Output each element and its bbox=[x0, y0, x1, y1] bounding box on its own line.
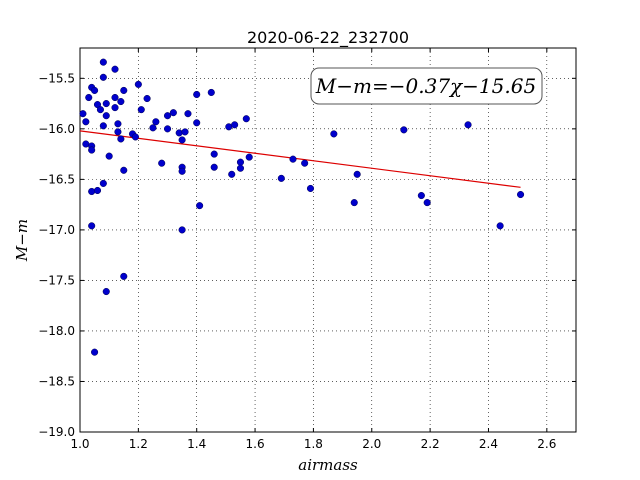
data-point bbox=[236, 158, 245, 166]
data-point bbox=[228, 170, 236, 178]
data-point bbox=[178, 226, 186, 234]
data-point bbox=[517, 190, 525, 199]
data-point bbox=[210, 150, 218, 158]
data-point bbox=[423, 199, 431, 207]
data-point bbox=[330, 130, 338, 138]
data-point bbox=[91, 348, 99, 356]
data-point bbox=[242, 115, 250, 123]
x-tick-label: 2.6 bbox=[537, 437, 556, 451]
data-point bbox=[96, 106, 104, 114]
equation-text: M−m=−0.37χ−15.65 bbox=[315, 74, 536, 98]
data-point bbox=[88, 146, 96, 154]
data-points bbox=[79, 58, 525, 356]
data-point bbox=[105, 152, 113, 160]
data-point bbox=[245, 153, 253, 161]
data-point bbox=[496, 222, 504, 230]
data-point bbox=[231, 121, 239, 129]
data-point bbox=[210, 163, 218, 171]
data-point bbox=[417, 191, 425, 200]
data-point bbox=[289, 155, 297, 163]
data-point bbox=[353, 170, 361, 178]
data-point bbox=[184, 110, 192, 118]
x-tick-label: 2.2 bbox=[421, 437, 440, 451]
data-point bbox=[102, 112, 110, 120]
grid bbox=[79, 48, 576, 433]
data-point bbox=[111, 65, 119, 73]
data-point bbox=[163, 125, 172, 133]
chart-title: 2020-06-22_232700 bbox=[247, 28, 409, 48]
x-tick-label: 1.6 bbox=[246, 437, 265, 451]
data-point bbox=[350, 199, 358, 207]
data-point bbox=[193, 90, 201, 99]
x-tick-label: 2.0 bbox=[362, 437, 381, 451]
data-point bbox=[207, 88, 215, 97]
data-point bbox=[163, 112, 172, 120]
data-point bbox=[88, 187, 96, 196]
data-point bbox=[111, 93, 119, 102]
data-point bbox=[117, 135, 125, 143]
data-point bbox=[400, 126, 408, 134]
data-point bbox=[178, 167, 186, 175]
data-point bbox=[79, 110, 87, 118]
data-point bbox=[196, 202, 204, 210]
data-point bbox=[99, 73, 107, 81]
data-point bbox=[120, 86, 128, 94]
data-point bbox=[82, 118, 90, 126]
data-point bbox=[152, 118, 160, 126]
data-point bbox=[120, 272, 128, 280]
data-point bbox=[137, 106, 145, 114]
fit-line bbox=[79, 130, 521, 188]
data-point bbox=[114, 128, 122, 136]
data-point bbox=[181, 128, 189, 136]
y-tick-label: −19.0 bbox=[38, 425, 75, 439]
equation-box bbox=[310, 67, 543, 105]
data-point bbox=[131, 133, 139, 141]
data-point bbox=[306, 184, 315, 193]
data-point bbox=[85, 93, 93, 102]
data-point bbox=[120, 166, 128, 174]
data-point bbox=[193, 119, 201, 127]
y-tick-label: −18.0 bbox=[38, 324, 75, 338]
plot-frame bbox=[79, 47, 577, 433]
data-point bbox=[175, 129, 183, 137]
data-point bbox=[178, 136, 186, 144]
x-tick-label: 1.4 bbox=[187, 437, 206, 451]
data-point bbox=[102, 100, 110, 108]
y-tick-label: −17.0 bbox=[38, 223, 75, 237]
y-axis-label: M−m bbox=[13, 219, 31, 262]
data-point bbox=[114, 120, 122, 128]
equation-annotation: M−m=−0.37χ−15.65 bbox=[310, 67, 543, 105]
y-tick-label: −17.5 bbox=[38, 273, 75, 287]
data-point bbox=[158, 159, 166, 167]
data-point bbox=[464, 121, 472, 129]
data-point bbox=[277, 174, 285, 182]
data-point bbox=[143, 94, 151, 103]
x-tick-label: 1.2 bbox=[129, 437, 148, 451]
y-tick-label: −15.5 bbox=[38, 71, 75, 85]
data-point bbox=[88, 222, 96, 230]
x-axis-label: airmass bbox=[298, 456, 358, 474]
data-point bbox=[301, 159, 309, 167]
data-point bbox=[117, 98, 125, 106]
data-point bbox=[111, 104, 119, 112]
data-point bbox=[91, 86, 99, 94]
y-tick-label: −16.0 bbox=[38, 122, 75, 136]
data-point bbox=[93, 186, 102, 195]
data-point bbox=[134, 80, 142, 88]
x-tick-label: 1.0 bbox=[70, 437, 89, 451]
data-point bbox=[102, 287, 110, 296]
data-point bbox=[99, 122, 107, 130]
y-tick-label: −18.5 bbox=[38, 374, 75, 388]
data-point bbox=[169, 109, 177, 117]
data-point bbox=[99, 58, 107, 66]
y-tick-label: −16.5 bbox=[38, 172, 75, 186]
data-point bbox=[236, 164, 245, 172]
x-tick-label: 1.8 bbox=[304, 437, 323, 451]
data-point bbox=[99, 179, 107, 187]
data-point bbox=[149, 124, 157, 132]
x-tick-label: 2.4 bbox=[479, 437, 498, 451]
axis-ticks: 1.0 1.2 1.4 1.6 1.8 2.0 2.2 2.4 2.6 −19.0 −18.5 −18… bbox=[38, 48, 576, 451]
